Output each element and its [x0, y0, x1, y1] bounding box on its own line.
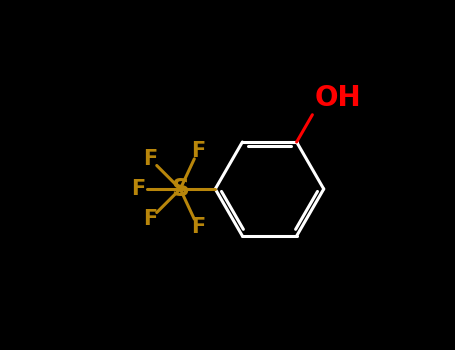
Text: F: F — [191, 141, 205, 161]
Text: F: F — [131, 179, 146, 199]
Text: OH: OH — [314, 84, 361, 112]
Text: S: S — [171, 177, 189, 201]
Text: F: F — [143, 209, 158, 229]
Text: F: F — [191, 217, 205, 237]
Text: F: F — [143, 149, 158, 169]
